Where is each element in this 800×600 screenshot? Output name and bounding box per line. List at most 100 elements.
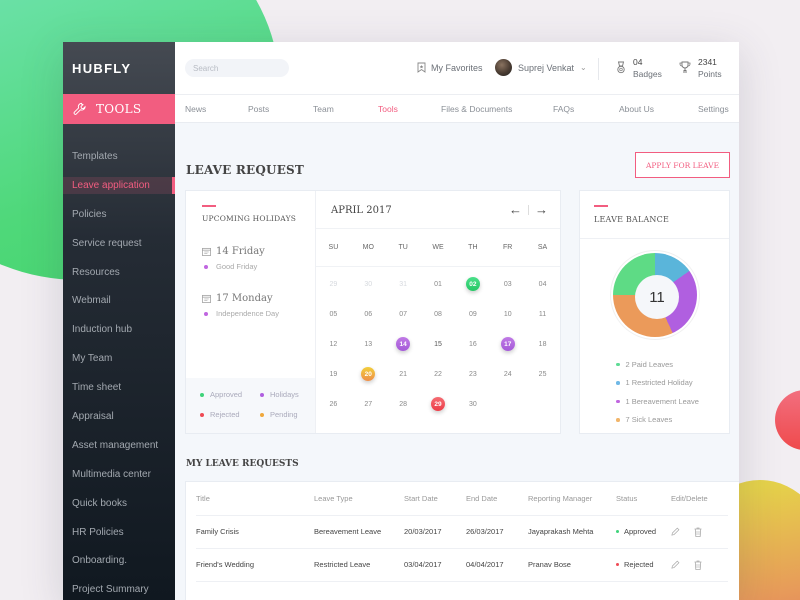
calendar-day[interactable]: 11 <box>525 299 560 329</box>
sidebar-item-time-sheet[interactable]: Time sheet <box>63 373 175 402</box>
sidebar-item-multimedia-center[interactable]: Multimedia center <box>63 460 175 489</box>
calendar-day[interactable]: 18 <box>525 329 560 359</box>
delete-icon[interactable] <box>694 560 702 570</box>
calendar-day[interactable]: 20 <box>351 359 386 389</box>
sidebar-item-leave-application[interactable]: Leave application <box>63 171 175 200</box>
sidebar-item-hr-policies[interactable]: HR Policies <box>63 518 175 547</box>
sidebar-item-resources[interactable]: Resources <box>63 258 175 287</box>
tab-faqs[interactable]: FAQs <box>553 104 575 114</box>
calendar-day[interactable]: 15 <box>421 329 456 359</box>
sidebar-item-label: Webmail <box>72 295 111 307</box>
calendar-day[interactable]: 31 <box>386 269 421 299</box>
main-nav: News Posts Team Tools Files & Documents FAQs A… <box>175 95 739 123</box>
calendar-day[interactable]: 09 <box>455 299 490 329</box>
tab-tools[interactable]: Tools <box>378 104 398 114</box>
calendar-day[interactable]: 21 <box>386 359 421 389</box>
tab-about-us[interactable]: About Us <box>619 104 654 114</box>
calendar-day[interactable]: 16 <box>455 329 490 359</box>
tab-settings[interactable]: Settings <box>698 104 729 114</box>
sidebar-item-templates[interactable]: Templates <box>63 142 175 171</box>
badges-label: Badges <box>633 69 662 79</box>
calendar-day[interactable]: 01 <box>421 269 456 299</box>
sidebar-item-quick-books[interactable]: Quick books <box>63 489 175 518</box>
calendar-day[interactable]: 26 <box>316 389 351 419</box>
calendar-day[interactable]: 28 <box>386 389 421 419</box>
calendar-day[interactable]: 12 <box>316 329 351 359</box>
apply-for-leave-button[interactable]: APPLY FOR LEAVE <box>635 152 730 178</box>
user-menu[interactable]: Suprej Venkat ⌄ <box>495 59 587 76</box>
trophy-icon <box>679 61 691 73</box>
status-dot <box>616 563 619 566</box>
calendar-day[interactable]: 22 <box>421 359 456 389</box>
calendar-day[interactable]: 03 <box>490 269 525 299</box>
prev-month-arrow-icon[interactable]: ← <box>509 202 522 217</box>
day-number: 23 <box>468 370 477 378</box>
legend-dot <box>616 418 620 422</box>
sidebar-item-onboarding[interactable]: Onboarding. <box>63 546 175 575</box>
leave-requests-card: Title Leave Type Start Date End Date Reporti… <box>185 481 739 600</box>
holiday-name: Independence Day <box>216 309 279 318</box>
sidebar-item-my-team[interactable]: My Team <box>63 344 175 373</box>
tools-section-header[interactable]: TOOLS <box>63 94 175 124</box>
calendar-day[interactable]: 02 <box>455 269 490 299</box>
day-number: 31 <box>399 280 408 288</box>
sidebar-item-label: Service request <box>72 237 142 249</box>
status-dot <box>616 530 619 533</box>
legend-dot <box>616 362 620 366</box>
sidebar-item-policies[interactable]: Policies <box>63 200 175 229</box>
tab-files-documents[interactable]: Files & Documents <box>441 104 513 114</box>
cell-end: 26/03/2017 <box>466 515 528 549</box>
sidebar-item-project-summary[interactable]: Project Summary <box>63 575 175 600</box>
calendar-day[interactable]: 06 <box>351 299 386 329</box>
calendar-day[interactable]: 30 <box>455 389 490 419</box>
delete-icon[interactable] <box>694 527 702 537</box>
calendar-day[interactable]: 29 <box>316 269 351 299</box>
calendar-day[interactable]: 23 <box>455 359 490 389</box>
sidebar-item-label: Project Summary <box>72 584 149 596</box>
calendar-day[interactable]: 24 <box>490 359 525 389</box>
calendar-day[interactable]: 27 <box>351 389 386 419</box>
next-month-arrow-icon[interactable]: → <box>535 202 548 217</box>
holiday-name: Good Friday <box>216 262 258 271</box>
legend-holidays: Holidays <box>260 390 299 399</box>
edit-icon[interactable] <box>671 527 680 536</box>
sidebar-item-label: Induction hub <box>72 324 133 336</box>
cell-status: Rejected <box>616 548 671 582</box>
calendar-day[interactable]: 30 <box>351 269 386 299</box>
search-input[interactable] <box>185 59 289 77</box>
calendar-day[interactable]: 08 <box>421 299 456 329</box>
calendar-day[interactable]: 17 <box>490 329 525 359</box>
calendar-day[interactable]: 04 <box>525 269 560 299</box>
day-number: 08 <box>434 310 442 318</box>
tab-news[interactable]: News <box>185 104 207 114</box>
page-title: LEAVE REQUEST <box>186 163 305 177</box>
sidebar-item-label: Time sheet <box>72 382 122 394</box>
calendar-day[interactable]: 14 <box>386 329 421 359</box>
calendar-icon <box>202 247 211 256</box>
column-header: Start Date <box>404 482 466 516</box>
tab-posts[interactable]: Posts <box>248 104 270 114</box>
day-number: 28 <box>399 400 408 408</box>
badges-stat[interactable]: 04 Badges <box>616 56 662 80</box>
leave-balance-label: 1 Bereavement Leave <box>625 396 699 406</box>
calendar-day[interactable]: 07 <box>386 299 421 329</box>
sidebar-item-induction-hub[interactable]: Induction hub <box>63 315 175 344</box>
user-name: Suprej Venkat <box>518 62 575 73</box>
calendar-day[interactable]: 05 <box>316 299 351 329</box>
calendar-day[interactable]: 19 <box>316 359 351 389</box>
table-row: Family Crisis Bereavement Leave 20/03/2017… <box>196 515 728 549</box>
calendar-day[interactable]: 29 <box>421 389 456 419</box>
calendar-day[interactable]: 13 <box>351 329 386 359</box>
sidebar-item-appraisal[interactable]: Appraisal <box>63 402 175 431</box>
holiday-item: 14 Friday Good Friday <box>202 246 265 271</box>
sidebar-item-webmail[interactable]: Webmail <box>63 286 175 315</box>
sidebar-item-service-request[interactable]: Service request <box>63 229 175 258</box>
tab-team[interactable]: Team <box>313 104 334 114</box>
sidebar-item-asset-management[interactable]: Asset management <box>63 431 175 460</box>
points-stat[interactable]: 2341 Points <box>679 56 722 80</box>
edit-icon[interactable] <box>671 560 680 569</box>
calendar-day[interactable]: 10 <box>490 299 525 329</box>
calendar-day[interactable]: 25 <box>525 359 560 389</box>
sidebar-item-label: Quick books <box>72 497 128 509</box>
my-favorites-link[interactable]: My Favorites <box>417 62 483 73</box>
